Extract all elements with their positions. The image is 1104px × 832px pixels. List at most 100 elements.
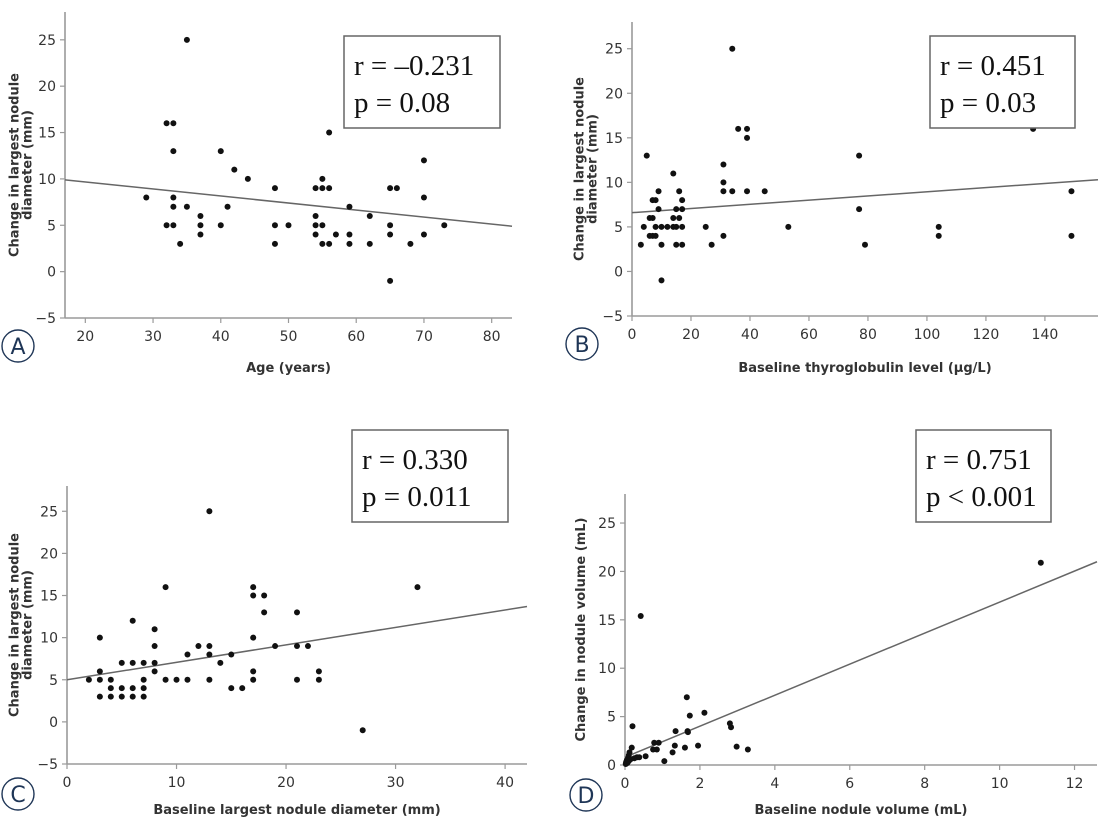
y-tick-label: 10 [605, 175, 623, 191]
panel-label: B [565, 327, 599, 361]
data-point [673, 206, 680, 213]
data-point [679, 206, 686, 213]
data-point [728, 724, 735, 731]
data-point [224, 203, 231, 210]
data-point [162, 584, 169, 591]
data-point [206, 651, 213, 658]
data-point [420, 231, 427, 238]
data-point [140, 685, 147, 692]
x-tick-label: 30 [387, 775, 405, 791]
data-point [1037, 559, 1044, 566]
y-tick-label: 25 [38, 33, 56, 49]
x-tick-label: 80 [483, 329, 501, 345]
data-point [206, 676, 213, 683]
data-point [250, 584, 257, 591]
regression-line [624, 561, 1098, 758]
x-axis-title: Baseline nodule volume (mL) [754, 803, 967, 818]
data-point [393, 185, 400, 192]
data-point [708, 241, 715, 248]
data-point [261, 609, 268, 616]
data-point [151, 668, 158, 675]
data-point [346, 231, 353, 238]
data-point [856, 152, 863, 159]
x-axis-title: Baseline largest nodule diameter (mm) [153, 803, 440, 818]
data-point [170, 120, 177, 127]
data-point [197, 222, 204, 229]
data-point [671, 742, 678, 749]
y-axis-title-line: diameter (mm) [586, 114, 601, 224]
data-point [670, 170, 677, 177]
data-point [935, 223, 942, 230]
data-point [720, 188, 727, 195]
data-point [744, 188, 751, 195]
stats-box-frame [351, 429, 509, 523]
x-tick-label: 20 [76, 329, 94, 345]
data-point [163, 120, 170, 127]
regression-line [64, 179, 513, 227]
data-point [85, 676, 92, 683]
data-point [118, 693, 125, 700]
data-point [673, 241, 680, 248]
data-point [729, 45, 736, 52]
stats-box-frame [929, 35, 1076, 129]
data-point [315, 668, 322, 675]
data-point [702, 223, 709, 230]
data-point [658, 241, 665, 248]
data-point [250, 634, 257, 641]
data-point [653, 746, 660, 753]
data-point [118, 685, 125, 692]
data-point [414, 584, 421, 591]
data-point [173, 676, 180, 683]
data-point [686, 712, 693, 719]
data-point [679, 197, 686, 204]
data-point [346, 203, 353, 210]
y-tick-label: 20 [40, 546, 58, 562]
data-point [856, 206, 863, 213]
data-point [720, 179, 727, 186]
data-point [250, 668, 257, 675]
data-point [231, 166, 238, 173]
x-tick-label: 20 [682, 327, 700, 343]
x-tick-label: 120 [973, 327, 1000, 343]
stats-box: r = –0.231 p = 0.08 [343, 35, 501, 129]
scatter-plot-c: −5 0 5 10 15 20 25 0 10 20 30 40 Baseline largest no… [1, 429, 528, 818]
data-point [637, 241, 644, 248]
y-tick-label: 0 [47, 265, 56, 281]
panel-label-circle [569, 778, 603, 812]
data-point [312, 231, 319, 238]
data-point [197, 231, 204, 238]
y-tick-label: 20 [598, 564, 616, 580]
data-point [640, 223, 647, 230]
y-axis-title-line: Change in largest nodule [8, 533, 23, 717]
data-point [387, 222, 394, 229]
y-tick-label: 10 [598, 661, 616, 677]
data-point [143, 194, 150, 201]
y-tick-label: 20 [605, 86, 623, 102]
data-point [332, 231, 339, 238]
data-point [669, 749, 676, 756]
data-point [315, 676, 322, 683]
data-point [129, 685, 136, 692]
y-tick-label: −5 [37, 757, 58, 773]
data-point [862, 241, 868, 248]
y-axis-title: Change in nodule volume (mL) [574, 518, 589, 742]
data-point [239, 685, 246, 692]
panel-c: −5 0 5 10 15 20 25 0 10 20 30 40 Baseline largest no… [0, 416, 552, 832]
data-point [628, 744, 635, 751]
data-point [642, 753, 649, 760]
data-point [683, 694, 690, 701]
data-point [319, 240, 326, 247]
x-tick-label: 0 [63, 775, 72, 791]
data-point [195, 643, 202, 650]
y-axis-title-line: diameter (mm) [21, 110, 36, 220]
y-tick-label: 15 [605, 131, 623, 147]
data-point [312, 185, 319, 192]
data-point [170, 148, 177, 155]
data-point [206, 508, 213, 515]
data-point [681, 744, 688, 751]
x-tick-label: 0 [621, 776, 630, 792]
x-tick-label: 2 [695, 776, 704, 792]
data-point [250, 676, 257, 683]
data-point [170, 222, 177, 229]
data-point [366, 213, 373, 219]
